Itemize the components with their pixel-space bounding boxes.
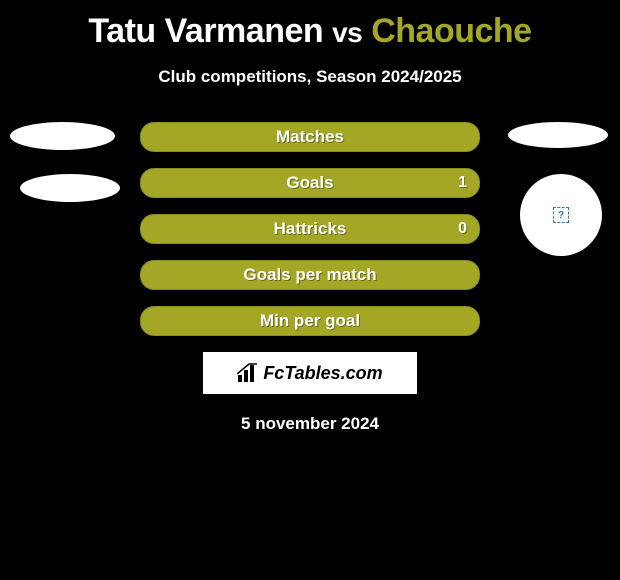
bar-goals: Goals 1 [140, 168, 480, 198]
bar-min-per-goal: Min per goal [140, 306, 480, 336]
left-value-bubble-2 [20, 174, 120, 202]
brand-badge: FcTables.com [203, 352, 417, 394]
date-label: 5 november 2024 [0, 414, 620, 434]
right-value-bubble-1 [508, 122, 608, 148]
bar-label: Matches [276, 127, 344, 147]
bar-value: 0 [458, 220, 467, 238]
vs-separator: vs [332, 17, 362, 48]
brand-bars-icon [237, 363, 259, 383]
left-value-bubble-1 [10, 122, 115, 150]
help-icon: ? [553, 207, 569, 223]
brand-text: FcTables.com [263, 363, 382, 384]
bar-label: Hattricks [274, 219, 347, 239]
bar-group: Matches Goals 1 Hattricks 0 Goals per ma… [140, 122, 480, 336]
bar-hattricks: Hattricks 0 [140, 214, 480, 244]
bar-label: Goals [286, 173, 333, 193]
right-value-circle: ? [520, 174, 602, 256]
bar-label: Goals per match [243, 265, 376, 285]
player2-name: Chaouche [371, 12, 531, 50]
bar-matches: Matches [140, 122, 480, 152]
subtitle: Club competitions, Season 2024/2025 [0, 67, 620, 87]
bar-goals-per-match: Goals per match [140, 260, 480, 290]
page-title: Tatu Varmanen vs Chaouche [0, 0, 620, 51]
bar-label: Min per goal [260, 311, 360, 331]
comparison-chart: ? Matches Goals 1 Hattricks 0 Goals per … [0, 122, 620, 434]
player1-name: Tatu Varmanen [88, 12, 323, 50]
bar-value: 1 [458, 174, 467, 192]
